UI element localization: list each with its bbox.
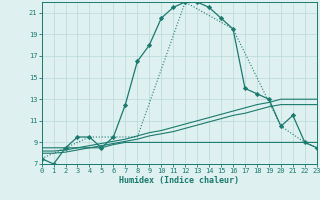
- X-axis label: Humidex (Indice chaleur): Humidex (Indice chaleur): [119, 176, 239, 185]
